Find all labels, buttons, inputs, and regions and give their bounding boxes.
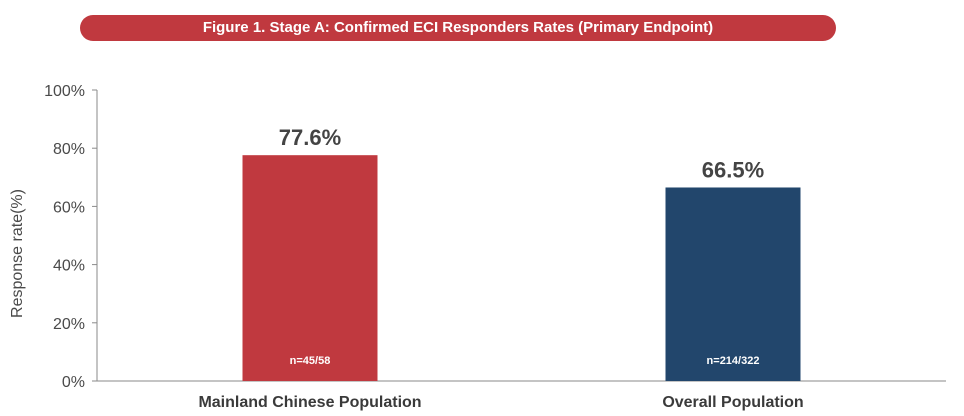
data-label: 77.6% xyxy=(279,125,341,150)
y-axis: 0% 20% 40% 60% 80% 100% xyxy=(44,83,946,391)
bar xyxy=(242,155,378,381)
bar-n-label: n=214/322 xyxy=(707,355,760,367)
y-tick-label: 0% xyxy=(62,374,85,391)
y-axis-label: Response rate(%) xyxy=(9,189,26,318)
y-tick-label: 20% xyxy=(53,316,85,333)
data-label: 66.5% xyxy=(702,157,764,182)
bar xyxy=(665,187,801,381)
y-tick-label: 80% xyxy=(53,141,85,158)
y-tick-label: 100% xyxy=(44,83,85,100)
bars xyxy=(242,155,801,381)
bar-n-label: n=45/58 xyxy=(290,355,331,367)
x-tick-label: Overall Population xyxy=(662,394,803,411)
y-tick-label: 40% xyxy=(53,258,85,275)
y-tick-label: 60% xyxy=(53,199,85,216)
x-tick-label: Mainland Chinese Population xyxy=(198,394,421,411)
chart-title: Figure 1. Stage A: Confirmed ECI Respond… xyxy=(80,15,836,41)
labels: 77.6% n=45/58 Mainland Chinese Population 6… xyxy=(198,125,803,411)
